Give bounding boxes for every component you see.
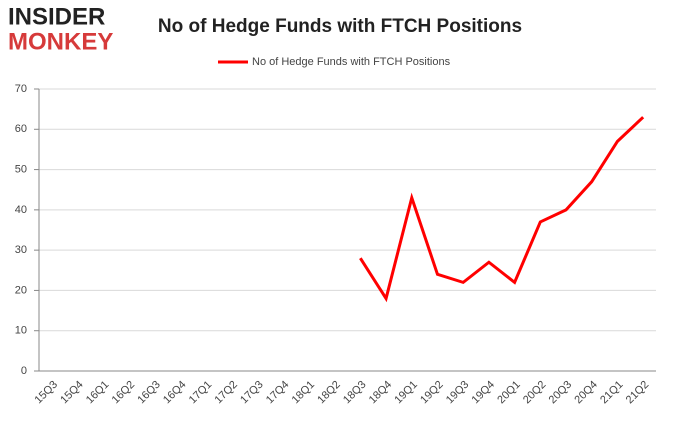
y-tick-label: 70 bbox=[15, 83, 27, 95]
x-tick-label: 19Q2 bbox=[418, 379, 446, 407]
x-tick-label: 21Q2 bbox=[624, 379, 652, 407]
legend-label: No of Hedge Funds with FTCH Positions bbox=[252, 56, 451, 68]
y-tick-label: 10 bbox=[15, 325, 27, 337]
y-tick-label: 60 bbox=[15, 123, 27, 135]
x-tick-label: 18Q2 bbox=[315, 379, 343, 407]
x-tick-label: 20Q3 bbox=[547, 379, 575, 407]
x-tick-label: 16Q1 bbox=[84, 379, 112, 407]
x-tick-label: 17Q1 bbox=[187, 379, 215, 407]
x-tick-label: 19Q4 bbox=[470, 379, 498, 407]
logo-line2: MONKEY bbox=[8, 28, 113, 55]
logo-line1: INSIDER bbox=[8, 3, 105, 30]
x-tick-label: 15Q3 bbox=[33, 379, 61, 407]
x-tick-label: 16Q2 bbox=[110, 379, 138, 407]
y-tick-label: 20 bbox=[15, 284, 27, 296]
x-tick-label: 16Q4 bbox=[161, 379, 189, 407]
x-tick-label: 20Q4 bbox=[572, 379, 600, 407]
data-line bbox=[359, 116, 645, 303]
x-tick-label: 15Q4 bbox=[58, 379, 86, 407]
chart-title: No of Hedge Funds with FTCH Positions bbox=[158, 16, 522, 37]
y-tick-label: 40 bbox=[15, 204, 27, 216]
x-tick-label: 19Q1 bbox=[392, 379, 420, 407]
x-tick-label: 17Q2 bbox=[212, 379, 240, 407]
x-tick-label: 19Q3 bbox=[444, 379, 472, 407]
x-tick-label: 17Q3 bbox=[238, 379, 266, 407]
x-tick-label: 16Q3 bbox=[135, 379, 163, 407]
y-tick-label: 30 bbox=[15, 244, 27, 256]
x-tick-label: 20Q1 bbox=[495, 379, 523, 407]
y-tick-label: 50 bbox=[15, 163, 27, 175]
x-tick-label: 18Q1 bbox=[290, 379, 318, 407]
y-tick-label: 0 bbox=[21, 365, 27, 377]
x-tick-label: 21Q1 bbox=[598, 379, 626, 407]
x-tick-label: 17Q4 bbox=[264, 379, 292, 407]
x-tick-label: 18Q3 bbox=[341, 379, 369, 407]
x-tick-label: 18Q4 bbox=[367, 379, 395, 407]
x-tick-label: 20Q2 bbox=[521, 379, 549, 407]
